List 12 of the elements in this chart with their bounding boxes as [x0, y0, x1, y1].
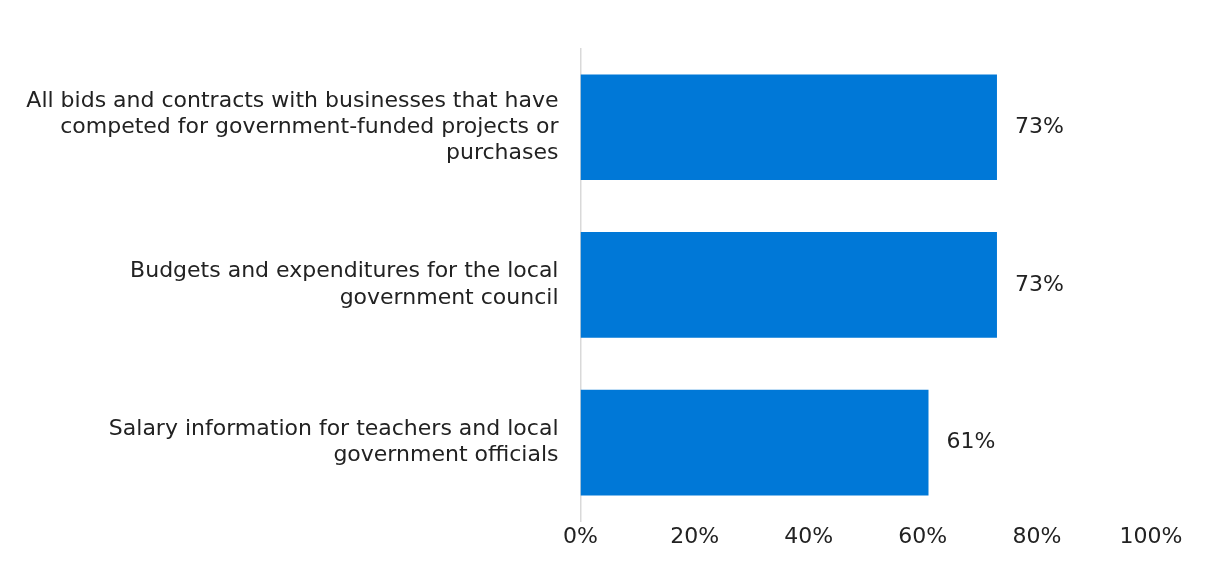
x-tick-label: 80%: [1012, 523, 1062, 549]
y-tick-label: All bids and contracts with businesses that have competed for government-funded projects or purchases: [26, 86, 560, 165]
x-tick-label: 60%: [898, 523, 948, 549]
x-tick-label: 40%: [784, 523, 834, 549]
y-tick-label: Salary information for teachers and local government officials: [108, 415, 559, 467]
y-tick-label: Budgets and expenditures for the local government council: [130, 257, 559, 309]
x-tick-label: 100%: [1119, 523, 1183, 549]
data-label: 61%: [946, 428, 996, 454]
x-tick-label: 20%: [670, 523, 720, 549]
data-label: 73%: [1014, 270, 1064, 296]
x-tick-label: 0%: [563, 523, 598, 549]
data-label: 73%: [1014, 112, 1064, 138]
